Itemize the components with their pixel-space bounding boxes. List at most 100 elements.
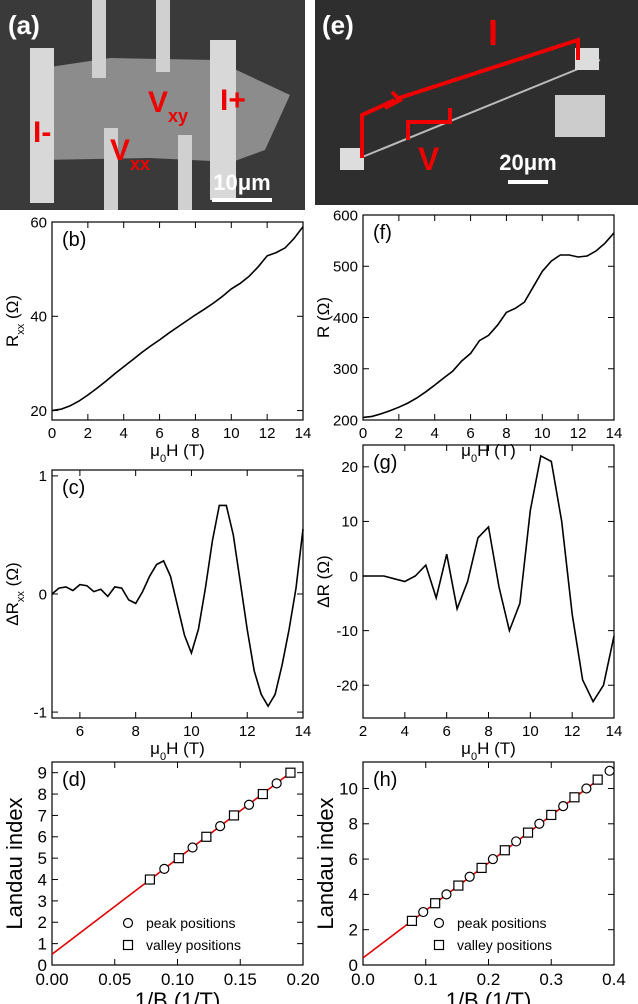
marker-circle — [604, 765, 615, 776]
x-tick-label: 12 — [570, 425, 587, 442]
x-tick-label: 12 — [239, 723, 256, 740]
y-tick-label: 200 — [333, 412, 358, 429]
x-tick-label: 10 — [522, 723, 539, 740]
pad — [575, 48, 599, 70]
electrode — [92, 0, 106, 78]
x-tick-label: 8 — [502, 425, 510, 442]
label-text: μ — [150, 739, 160, 758]
image-label: I- — [33, 116, 51, 149]
label-text: ΔR — [3, 602, 22, 626]
y-axis-label: ΔRxx (Ω) — [3, 562, 27, 625]
y-tick-label: 40 — [30, 309, 47, 326]
marker-circle — [418, 906, 429, 918]
x-tick-label: 0.4 — [602, 970, 626, 989]
marker-circle — [487, 853, 498, 865]
image-label: I+ — [220, 84, 246, 117]
legend-marker — [122, 939, 134, 951]
label-text: 1/B (1/T) — [135, 988, 221, 1004]
panel-label: (f) — [373, 222, 392, 244]
chart: 0.00 0.05 0.10 0.15 0.20 0 1 2 3 4 5 6 7 8 9 (d) 1/B (1/… — [2, 761, 320, 1004]
y-tick-label: 400 — [333, 310, 358, 327]
data-line — [362, 232, 615, 419]
panel-label: (g) — [373, 452, 397, 474]
label-text: H (T) — [166, 739, 205, 758]
label-text: I+ — [220, 84, 246, 117]
label-text: ΔR (Ω) — [314, 555, 333, 607]
marker-square — [257, 788, 268, 800]
scale-bar-label: 10μm — [213, 170, 271, 195]
x-tick-label: 0.0 — [351, 970, 375, 989]
y-tick-label: 20 — [341, 459, 358, 476]
sem-image-e — [315, 0, 638, 205]
marker-square — [499, 845, 510, 856]
y-tick-label: 6 — [349, 850, 358, 869]
label-text: (Ω) — [3, 295, 22, 324]
marker-circle — [534, 818, 545, 829]
electrode — [104, 128, 118, 210]
x-axis-label: μ0H (T) — [150, 441, 205, 465]
plot-frame — [362, 214, 615, 421]
x-tick-label: 0.2 — [477, 970, 501, 989]
y-axis-label: Rxx (Ω) — [3, 295, 27, 347]
label-text: Landau index — [2, 797, 27, 929]
label-text: μ — [461, 441, 471, 460]
y-tick-label: 300 — [333, 361, 358, 378]
marker-square — [476, 862, 487, 874]
x-tick-label: 6 — [442, 723, 450, 740]
chart: 0.0 0.1 0.2 0.3 0.4 0 2 4 6 8 10 (h) 1/B (1/T) Landau… — [313, 761, 626, 1004]
y-tick-label: 8 — [38, 785, 47, 804]
plot-frame — [362, 444, 615, 719]
x-tick-label: 10 — [534, 425, 551, 442]
x-tick-label: 6 — [76, 723, 84, 740]
marker-circle — [187, 842, 198, 853]
x-tick-label: 12 — [259, 425, 276, 442]
sem-image-a — [0, 0, 305, 210]
marker-square — [228, 810, 240, 821]
legend-label: peak positions — [146, 915, 236, 931]
y-tick-label: 0 — [38, 956, 47, 975]
voltage-path — [406, 108, 452, 140]
label-text: H (T) — [477, 441, 516, 460]
x-tick-label: 0.15 — [224, 970, 257, 989]
x-axis-label: μ0H (T) — [150, 739, 205, 763]
marker-square — [201, 831, 212, 842]
label-subscript: xx — [15, 591, 27, 603]
x-tick-label: 6 — [466, 425, 474, 442]
marker-circle — [558, 801, 569, 812]
x-tick-label: 8 — [191, 425, 199, 442]
wire — [354, 59, 601, 161]
label-text: R (Ω) — [314, 297, 333, 338]
x-axis-label: μ0H (T) — [461, 739, 516, 763]
legend-label: valley positions — [457, 937, 552, 953]
marker-circle — [581, 783, 592, 794]
marker-square — [569, 792, 580, 803]
label-subscript: xy — [168, 106, 188, 126]
marker-circle — [511, 836, 522, 847]
label-text: H (T) — [166, 441, 205, 460]
label-text: 1/B (1/T) — [446, 988, 532, 1004]
panel-label: (c) — [62, 477, 85, 499]
label-text: (Ω) — [3, 562, 22, 591]
y-tick-label: 60 — [30, 214, 47, 231]
label-subscript: 0 — [471, 453, 477, 465]
x-tick-label: 0.10 — [161, 970, 194, 989]
label-subscript: xx — [130, 154, 150, 174]
label-subscript: xx — [15, 323, 27, 335]
panel-label: (a) — [8, 10, 40, 40]
y-tick-label: 600 — [333, 207, 358, 224]
marker-square — [522, 827, 534, 838]
legend-marker — [433, 917, 445, 929]
legend-marker — [433, 939, 445, 951]
x-tick-label: 8 — [131, 723, 139, 740]
label-text: I- — [33, 116, 51, 149]
label-text: μ — [150, 441, 160, 460]
marker-square — [546, 809, 557, 821]
image-label: I — [488, 12, 498, 53]
x-tick-label: 0.05 — [98, 970, 131, 989]
chart: 6 8 10 12 14-101(c)μ0H (T)ΔRxx (Ω) — [3, 468, 311, 763]
y-tick-label: 8 — [349, 815, 358, 834]
x-tick-label: 0.1 — [414, 970, 438, 989]
current-path — [395, 37, 580, 101]
